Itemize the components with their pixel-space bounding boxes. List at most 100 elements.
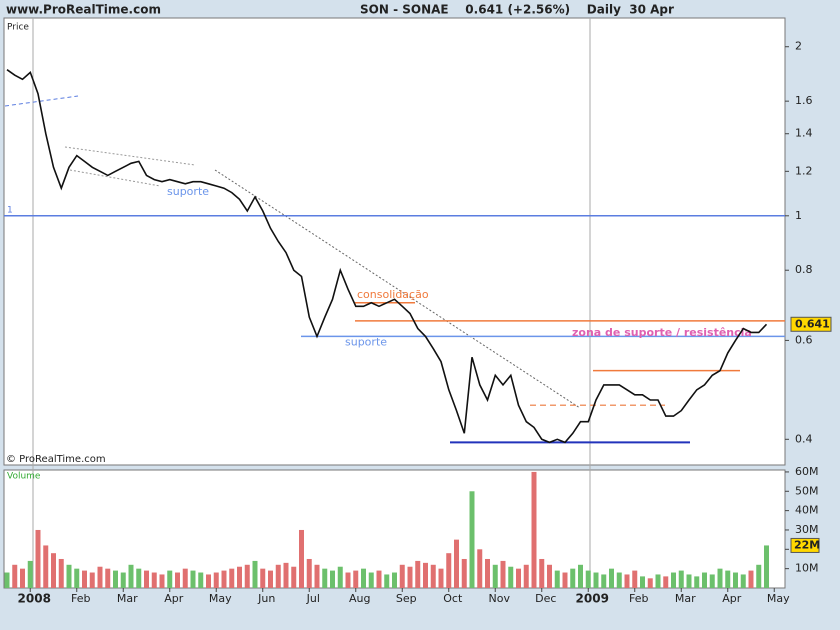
volume-bar bbox=[128, 564, 134, 588]
volume-bar bbox=[554, 570, 560, 588]
volume-bar bbox=[609, 568, 614, 588]
volume-bar bbox=[20, 568, 25, 588]
volume-bar bbox=[624, 574, 630, 588]
volume-bar bbox=[66, 564, 72, 588]
last-volume-badge bbox=[790, 537, 820, 553]
volume-bar bbox=[105, 568, 111, 588]
y-tick-label: 0.4 bbox=[795, 432, 813, 445]
volume-bar bbox=[640, 576, 645, 588]
volume-bar bbox=[237, 566, 242, 588]
volume-bar bbox=[539, 558, 545, 588]
y-tick-label: 1.6 bbox=[795, 94, 813, 107]
volume-bar bbox=[291, 566, 297, 588]
x-tick-label: Feb bbox=[71, 592, 90, 605]
volume-bar bbox=[27, 560, 33, 588]
volume-bar bbox=[376, 570, 382, 588]
volume-bar bbox=[570, 568, 576, 588]
volume-bar bbox=[322, 568, 328, 588]
volume-bar bbox=[655, 574, 661, 588]
x-tick-label: Apr bbox=[164, 592, 184, 605]
volume-bar bbox=[306, 558, 312, 588]
x-tick-label: Sep bbox=[396, 592, 417, 605]
volume-bar bbox=[353, 570, 359, 588]
last-volume-label: 22M bbox=[794, 538, 820, 551]
x-tick-label: Apr bbox=[722, 592, 742, 605]
volume-bar bbox=[136, 568, 142, 588]
volume-bar bbox=[616, 572, 622, 588]
trend-line bbox=[64, 146, 196, 166]
volume-bar bbox=[345, 572, 351, 588]
volume-bar bbox=[647, 578, 653, 588]
x-tick-label: May bbox=[209, 592, 232, 605]
volume-bar bbox=[35, 529, 41, 588]
volume-bar bbox=[159, 574, 165, 588]
y-tick-label: 1 bbox=[795, 209, 802, 222]
volume-bar bbox=[113, 570, 118, 588]
volume-bar bbox=[120, 572, 126, 588]
y-tick-label: 0.6 bbox=[795, 333, 813, 346]
volume-bar bbox=[175, 572, 180, 588]
volume-bar bbox=[283, 562, 289, 588]
y-tick-label: 2 bbox=[795, 40, 802, 53]
x-tick-label: May bbox=[767, 592, 790, 605]
volume-bar bbox=[151, 572, 157, 588]
x-tick-label: Jun bbox=[257, 592, 275, 605]
volume-bar bbox=[461, 558, 467, 588]
x-tick-label: Oct bbox=[443, 592, 463, 605]
volume-bar bbox=[562, 572, 568, 588]
volume-bar bbox=[361, 568, 366, 588]
volume-bar bbox=[330, 570, 335, 588]
volume-bar bbox=[585, 570, 591, 588]
last-price-label: 0.641 bbox=[795, 317, 830, 330]
volume-bar bbox=[182, 568, 188, 588]
volume-bar bbox=[725, 570, 731, 588]
volume-bar bbox=[268, 570, 273, 588]
volume-bar bbox=[508, 566, 514, 588]
volume-bar bbox=[500, 560, 506, 588]
y-tick-label: 60M bbox=[795, 465, 819, 478]
volume-bar bbox=[337, 566, 343, 588]
volume-bar bbox=[89, 572, 95, 588]
volume-bar bbox=[82, 570, 87, 588]
volume-bar bbox=[593, 572, 599, 588]
volume-bar bbox=[198, 572, 204, 588]
y-tick-label: 10M bbox=[795, 562, 819, 575]
volume-bar bbox=[423, 562, 428, 588]
price-panel bbox=[3, 17, 786, 466]
volume-bar bbox=[12, 564, 18, 588]
volume-bar bbox=[523, 564, 529, 588]
volume-bar bbox=[407, 566, 413, 588]
y-tick-label: 1.4 bbox=[795, 127, 813, 140]
volume-bar bbox=[485, 558, 490, 588]
volume-bar bbox=[43, 545, 49, 588]
trend-line bbox=[214, 169, 581, 409]
axis-title: Price bbox=[7, 23, 29, 33]
volume-panel bbox=[3, 469, 786, 589]
volume-bar bbox=[221, 570, 227, 588]
x-tick-label: 2008 bbox=[18, 592, 51, 606]
volume-bar bbox=[51, 553, 56, 588]
volume-bar bbox=[446, 553, 452, 588]
volume-bar bbox=[702, 572, 707, 588]
volume-bar bbox=[469, 491, 475, 588]
axis-title: Volume bbox=[7, 472, 41, 482]
volume-bar bbox=[244, 564, 250, 588]
volume-bar bbox=[368, 572, 374, 588]
volume-bar bbox=[430, 564, 436, 588]
volume-bar bbox=[694, 576, 700, 588]
y-tick-label: 0.8 bbox=[795, 263, 813, 276]
volume-bar bbox=[252, 560, 258, 588]
volume-bar bbox=[740, 574, 746, 588]
volume-bar bbox=[392, 572, 397, 588]
volume-bar bbox=[756, 564, 762, 588]
volume-bar bbox=[384, 574, 390, 588]
level-label: suporte bbox=[345, 335, 387, 348]
last-price-badge bbox=[790, 316, 832, 332]
volume-bar bbox=[260, 568, 266, 588]
volume-bar bbox=[477, 549, 483, 588]
x-tick-label: 2009 bbox=[576, 592, 609, 606]
y-tick-label: 50M bbox=[795, 484, 819, 497]
x-tick-label: Jul bbox=[306, 592, 320, 605]
price-line bbox=[6, 69, 768, 444]
y-tick-label: 30M bbox=[795, 523, 819, 536]
